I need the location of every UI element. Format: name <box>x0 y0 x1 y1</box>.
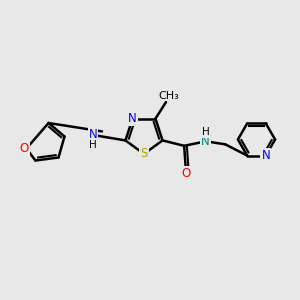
Text: N: N <box>261 149 270 162</box>
Text: CH₃: CH₃ <box>159 91 179 100</box>
Text: H: H <box>89 140 97 150</box>
Text: S: S <box>140 147 148 161</box>
Text: O: O <box>181 167 190 180</box>
Text: N: N <box>201 135 210 148</box>
Text: H: H <box>202 127 210 137</box>
Text: O: O <box>20 142 28 155</box>
Text: N: N <box>88 128 98 142</box>
Text: N: N <box>128 112 137 125</box>
